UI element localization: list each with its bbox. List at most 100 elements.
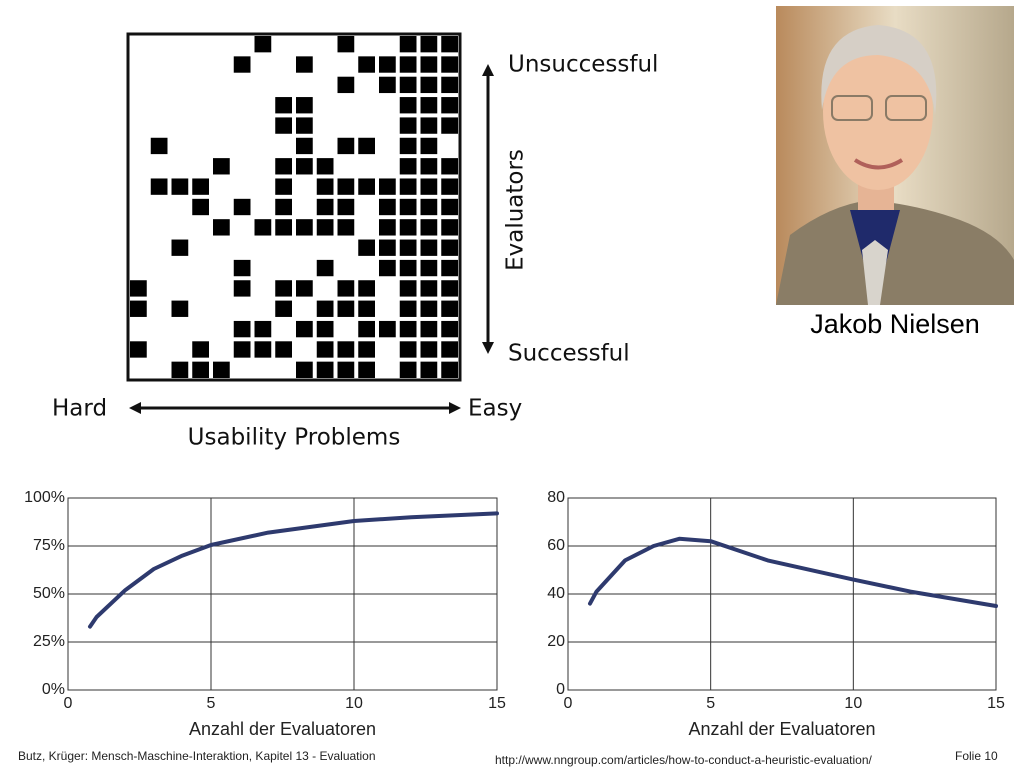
matrix-cell: [399, 239, 417, 256]
matrix-cell: [337, 280, 355, 297]
matrix-cell: [296, 320, 313, 338]
footer-left: Butz, Krüger: Mensch-Maschine-Interaktio…: [18, 749, 376, 763]
matrix-cell: [441, 361, 458, 378]
matrix-cell: [441, 117, 458, 134]
x-axis-label: Anzahl der Evaluatoren: [189, 719, 376, 739]
x-tick-label: 5: [207, 695, 216, 712]
matrix-cell: [420, 117, 438, 134]
matrix-cell: [379, 198, 396, 216]
matrix-cell: [130, 341, 147, 358]
x-tick-label: 10: [345, 695, 363, 712]
matrix-cell: [192, 198, 209, 216]
matrix-cell: [296, 137, 313, 155]
matrix-cell: [420, 280, 438, 297]
y-tick-label: 25%: [33, 633, 65, 650]
matrix-cell: [358, 239, 375, 256]
matrix-cell: [171, 239, 189, 256]
footer-url: http://www.nngroup.com/articles/how-to-c…: [495, 753, 873, 767]
matrix-cell: [399, 259, 417, 277]
matrix-cell: [275, 300, 292, 317]
matrix-cell: [358, 56, 375, 73]
matrix-cell: [399, 219, 417, 236]
matrix-cell: [441, 341, 458, 358]
matrix-cell: [150, 137, 168, 155]
matrix-cell: [275, 178, 292, 195]
evaluator-matrix: [126, 32, 462, 382]
photo: [776, 6, 1014, 305]
matrix-cell: [275, 158, 292, 175]
matrix-cell: [420, 36, 438, 53]
bottom-label: Successful: [508, 341, 630, 367]
matrix-cell: [399, 76, 417, 94]
matrix-cell: [420, 56, 438, 73]
matrix-cell: [379, 178, 396, 195]
matrix-cell: [171, 178, 189, 195]
matrix-cell: [275, 341, 292, 358]
matrix-cell: [358, 178, 375, 195]
matrix-cell: [296, 97, 313, 114]
matrix-cell: [254, 36, 272, 53]
matrix-cell: [337, 219, 355, 236]
y-tick-label: 60: [547, 537, 565, 554]
matrix-cell: [441, 239, 458, 256]
matrix-cell: [441, 280, 458, 297]
matrix-cell: [358, 341, 375, 358]
matrix-cell: [316, 300, 334, 317]
vertical-label: Evaluators: [503, 149, 529, 271]
matrix-cell: [296, 117, 313, 134]
matrix-cell: [399, 300, 417, 317]
matrix-cell: [358, 280, 375, 297]
matrix-cell: [233, 320, 251, 338]
x-tick-label: 0: [564, 695, 573, 712]
matrix-cell: [441, 300, 458, 317]
matrix-cell: [358, 300, 375, 317]
matrix-cell: [275, 280, 292, 297]
matrix-cell: [399, 56, 417, 73]
matrix-cell: [337, 300, 355, 317]
y-tick-label: 40: [547, 585, 565, 602]
matrix-cell: [275, 117, 292, 134]
matrix-cell: [420, 361, 438, 378]
matrix-cell: [420, 198, 438, 216]
matrix-cell: [441, 219, 458, 236]
matrix-cell: [399, 97, 417, 114]
matrix-cell: [358, 320, 375, 338]
matrix-cell: [441, 320, 458, 338]
matrix-cell: [150, 178, 168, 195]
matrix-cell: [441, 178, 458, 195]
matrix-cell: [379, 56, 396, 73]
matrix-cell: [420, 239, 438, 256]
matrix-cell: [420, 219, 438, 236]
y-tick-label: 80: [547, 489, 565, 506]
matrix-cell: [192, 341, 209, 358]
matrix-cell: [399, 341, 417, 358]
matrix-cell: [316, 361, 334, 378]
matrix-cell: [316, 341, 334, 358]
y-tick-label: 100%: [24, 489, 65, 506]
matrix-cell: [379, 76, 396, 94]
matrix-cell: [420, 178, 438, 195]
matrix-cell: [379, 219, 396, 236]
matrix-cell: [441, 198, 458, 216]
matrix-cell: [399, 36, 417, 53]
left-label: Hard: [52, 396, 107, 422]
matrix-cell: [233, 259, 251, 277]
footer-slide: Folie 10: [955, 749, 998, 763]
matrix-cell: [254, 219, 272, 236]
matrix-cell: [316, 320, 334, 338]
right-label: Easy: [468, 396, 522, 422]
matrix-cell: [254, 320, 272, 338]
matrix-cell: [399, 178, 417, 195]
plot-frame: [67, 497, 498, 691]
matrix-cell: [130, 280, 147, 297]
matrix-cell: [399, 280, 417, 297]
matrix-cell: [171, 361, 189, 378]
matrix-cell: [441, 56, 458, 73]
matrix-cell: [316, 198, 334, 216]
x-tick-label: 5: [706, 695, 715, 712]
matrix-cell: [379, 239, 396, 256]
matrix-cell: [254, 341, 272, 358]
matrix-cell: [441, 97, 458, 114]
matrix-cell: [337, 178, 355, 195]
matrix-cell: [213, 158, 230, 175]
